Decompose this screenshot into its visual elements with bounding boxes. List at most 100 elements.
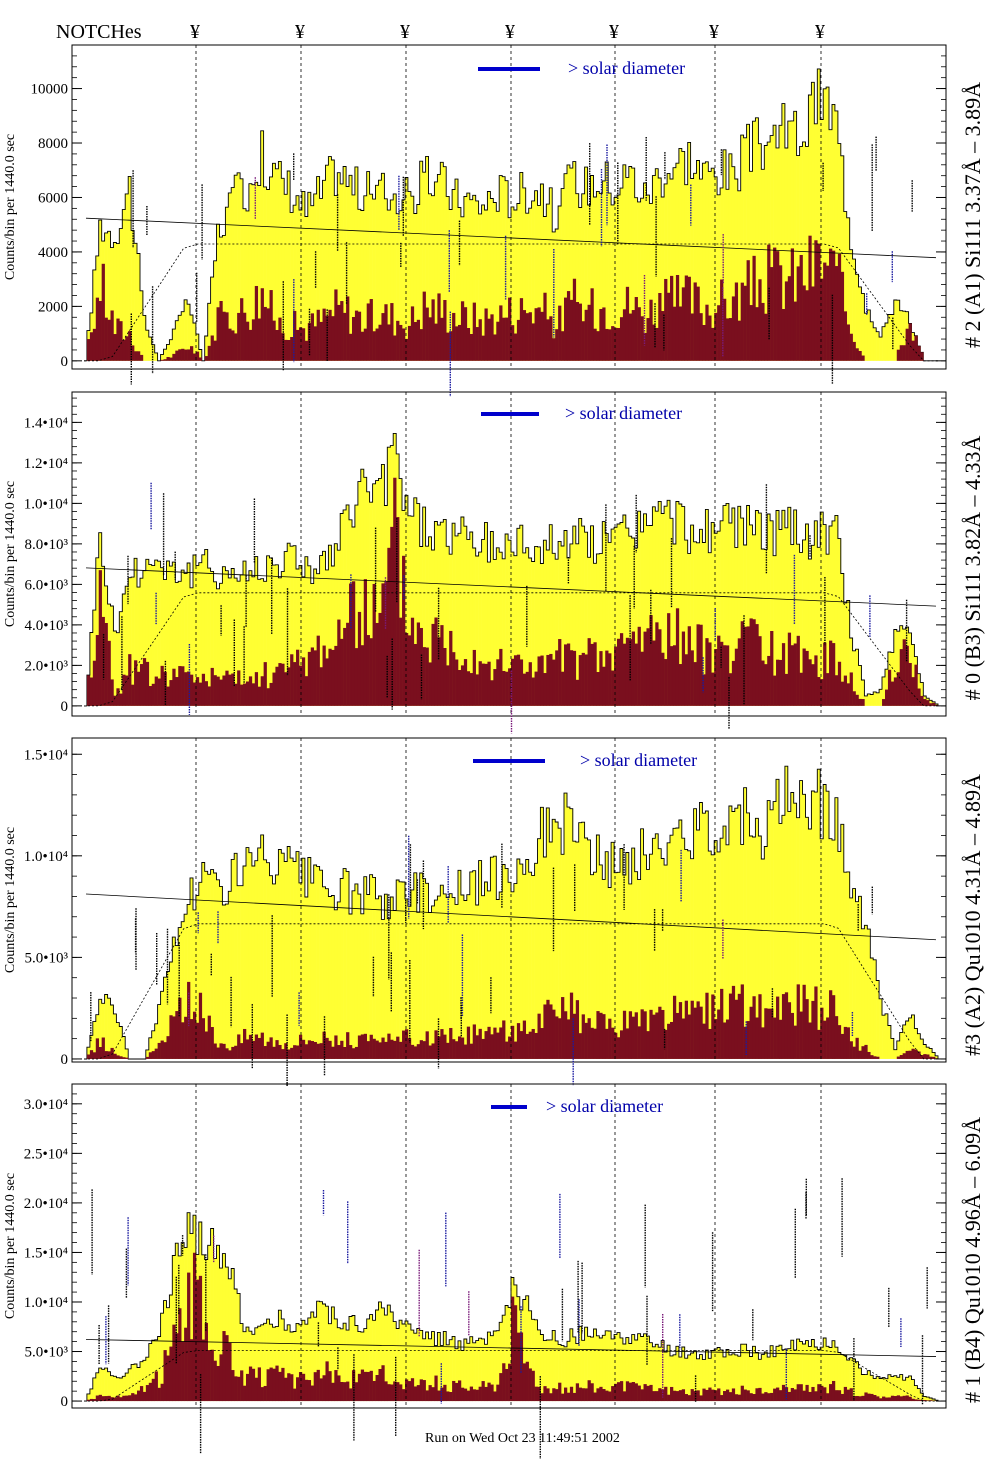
background-bar	[664, 1386, 668, 1402]
total-bar	[652, 506, 656, 706]
background-bar	[534, 671, 538, 706]
background-bar	[723, 298, 727, 361]
background-bar	[811, 1386, 815, 1402]
background-bar	[805, 290, 809, 361]
y-tick-label: 6000	[38, 190, 68, 206]
total-bar	[416, 912, 421, 1059]
background-bar	[675, 1391, 680, 1402]
background-bar	[752, 1394, 756, 1402]
background-bar	[622, 1010, 627, 1059]
background-bar	[499, 648, 503, 706]
total-bar	[452, 897, 456, 1059]
total-bar	[113, 1376, 117, 1402]
background-bar	[664, 1029, 668, 1059]
total-bar	[923, 1044, 927, 1059]
total-bar	[840, 824, 845, 1059]
background-bar	[237, 312, 241, 361]
background-bar	[528, 662, 532, 706]
total-bar	[190, 315, 194, 361]
background-bar	[843, 1026, 848, 1059]
total-bar	[416, 503, 421, 706]
background-bar	[313, 1042, 317, 1059]
background-bar	[213, 675, 217, 706]
background-bar	[287, 1373, 291, 1402]
background-bar	[829, 990, 833, 1059]
background-bar	[460, 1037, 465, 1059]
background-bar	[434, 1375, 438, 1402]
total-bar	[284, 551, 288, 706]
total-bar	[587, 1336, 591, 1402]
total-bar	[505, 868, 509, 1059]
background-bar	[522, 310, 527, 361]
total-bar	[372, 877, 376, 1059]
background-bar	[867, 1051, 871, 1059]
background-bar	[248, 1034, 253, 1059]
total-bar	[160, 1313, 164, 1402]
background-bar	[911, 340, 915, 361]
background-bar	[298, 1372, 303, 1402]
total-bar	[564, 530, 568, 706]
total-bar	[587, 839, 591, 1059]
total-bar	[602, 521, 606, 706]
background-bar	[672, 306, 677, 361]
background-bar	[496, 1032, 500, 1059]
background-bar	[781, 643, 786, 706]
total-bar	[322, 886, 326, 1059]
background-bar	[820, 679, 824, 706]
background-bar	[434, 1030, 438, 1059]
total-bar	[873, 959, 877, 1059]
total-bar	[222, 566, 226, 706]
background-bar	[440, 1029, 444, 1059]
background-bar	[145, 661, 150, 706]
background-bar	[793, 643, 797, 706]
total-bar	[637, 1333, 641, 1402]
background-bar	[125, 675, 129, 706]
total-bar	[496, 899, 500, 1059]
total-bar	[166, 344, 170, 361]
total-bar	[543, 857, 547, 1059]
background-bar	[829, 248, 833, 361]
background-bar	[575, 302, 580, 361]
total-bar	[349, 914, 353, 1059]
total-bar	[531, 875, 535, 1059]
background-bar	[814, 986, 818, 1059]
total-bar	[437, 174, 441, 361]
background-bar	[770, 1392, 774, 1402]
background-bar	[728, 673, 733, 706]
total-bar	[410, 516, 415, 706]
background-bar	[711, 672, 715, 706]
background-bar	[425, 647, 429, 706]
total-bar	[805, 1340, 809, 1402]
background-bar	[831, 995, 836, 1059]
total-bar	[734, 1354, 739, 1402]
total-bar	[499, 175, 503, 361]
total-bar	[422, 878, 426, 1059]
total-bar	[805, 146, 809, 361]
total-bar	[169, 962, 173, 1059]
background-bar	[761, 660, 765, 706]
total-bar	[808, 95, 812, 361]
background-bar	[893, 1396, 898, 1402]
total-bar	[631, 537, 635, 706]
background-bar	[351, 317, 356, 361]
background-bar	[396, 517, 400, 706]
background-bar	[661, 1009, 665, 1059]
background-bar	[743, 626, 747, 706]
background-bar	[617, 638, 621, 706]
background-bar	[325, 1361, 329, 1402]
background-bar	[245, 1373, 250, 1402]
y-tick-label: 4000	[38, 245, 68, 261]
total-bar	[631, 1334, 635, 1402]
solar-diameter-label: > solar diameter	[546, 1096, 663, 1116]
background-bar	[354, 1382, 359, 1402]
total-bar	[340, 513, 344, 706]
background-bar	[905, 328, 909, 361]
total-bar	[175, 320, 179, 361]
total-bar	[817, 769, 821, 1059]
background-bar	[331, 1046, 335, 1059]
background-bar	[902, 1395, 906, 1402]
background-bar	[160, 665, 164, 706]
total-bar	[740, 844, 744, 1059]
total-bar	[808, 1346, 812, 1402]
total-bar	[337, 172, 341, 361]
